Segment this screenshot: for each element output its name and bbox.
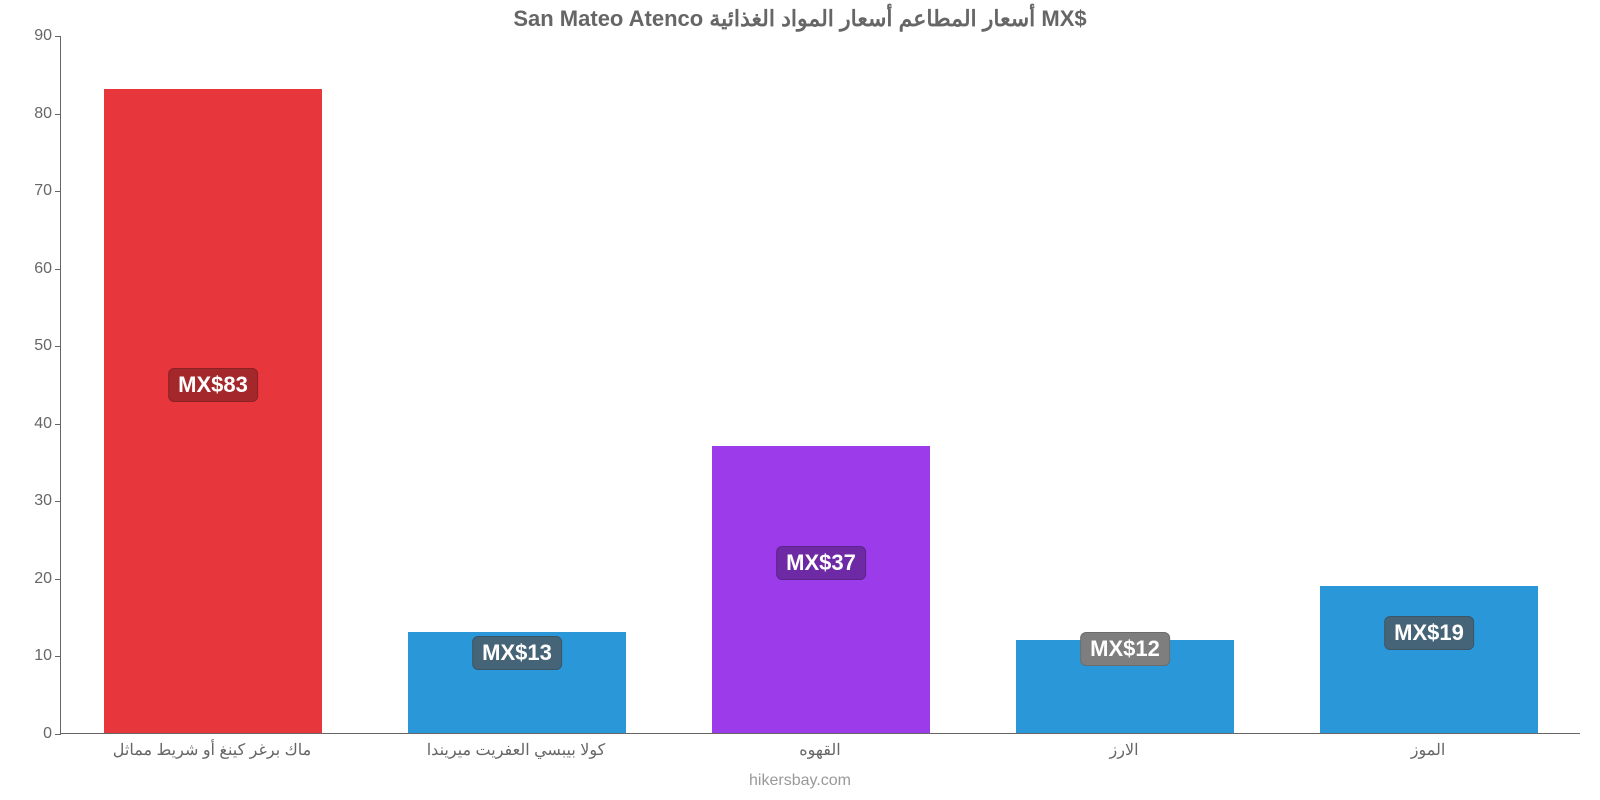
y-axis-tick-labels: 0102030405060708090 [0, 36, 60, 734]
bar [712, 446, 931, 733]
y-tick-label: 70 [34, 182, 52, 200]
y-tick-label: 10 [34, 647, 52, 665]
x-category-label: الارز [1109, 740, 1138, 760]
y-tick-label: 50 [34, 337, 52, 355]
price-chart: San Mateo Atenco أسعار المطاعم أسعار الم… [0, 0, 1600, 800]
y-tick-label: 20 [34, 570, 52, 588]
y-tick-label: 0 [43, 725, 52, 743]
x-category-label: كولا بيبسي العفريت ميريندا [427, 740, 606, 760]
value-badge: MX$83 [168, 368, 258, 402]
x-category-label: ماك برغر كينغ أو شريط مماثل [113, 740, 311, 760]
value-badge: MX$13 [472, 636, 562, 670]
chart-title: San Mateo Atenco أسعار المطاعم أسعار الم… [0, 6, 1600, 32]
x-category-label: القهوه [799, 740, 840, 760]
bar [1320, 586, 1539, 733]
y-tick-label: 30 [34, 492, 52, 510]
x-axis-category-labels: ماك برغر كينغ أو شريط مماثل كولا بيبسي ال… [60, 740, 1580, 764]
bars-layer: MX$83 MX$13 MX$37 MX$12 MX$19 [61, 36, 1580, 733]
y-tick-label: 80 [34, 105, 52, 123]
x-category-label: الموز [1411, 740, 1446, 760]
y-tick-mark [55, 734, 61, 735]
value-badge: MX$37 [776, 546, 866, 580]
source-label: hikersbay.com [0, 772, 1600, 790]
value-badge: MX$19 [1384, 616, 1474, 650]
y-tick-label: 40 [34, 415, 52, 433]
plot-area: MX$83 MX$13 MX$37 MX$12 MX$19 [60, 36, 1580, 734]
bar [104, 89, 323, 733]
value-badge: MX$12 [1080, 632, 1170, 666]
y-tick-label: 90 [34, 27, 52, 45]
y-tick-label: 60 [34, 260, 52, 278]
